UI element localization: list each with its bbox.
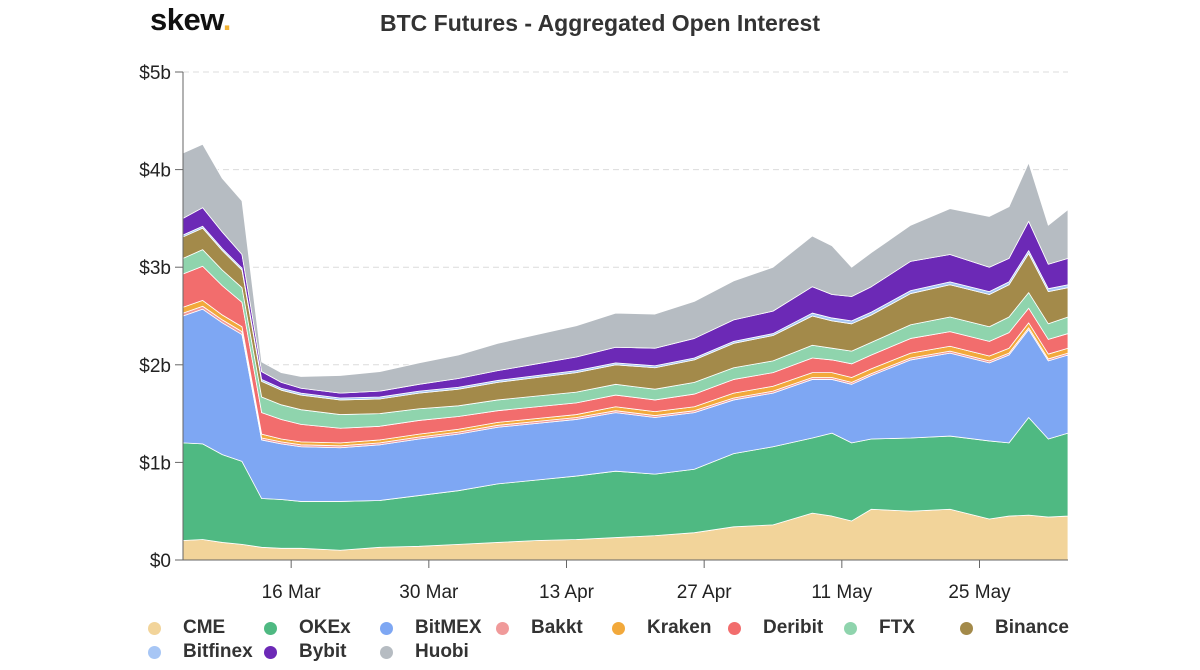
y-tick-label: $1b [139, 453, 171, 474]
legend-item-okex[interactable]: OKEx [264, 617, 351, 639]
legend-item-bybit[interactable]: Bybit [264, 641, 347, 663]
legend-label: Bybit [299, 641, 347, 662]
legend-item-bitfinex[interactable]: Bitfinex [148, 641, 253, 663]
legend-item-kraken[interactable]: Kraken [612, 617, 711, 639]
y-tick-label: $4b [139, 161, 171, 182]
legend-label: Binance [995, 617, 1069, 638]
legend-item-bitmex[interactable]: BitMEX [380, 617, 482, 639]
legend-item-bakkt[interactable]: Bakkt [496, 617, 583, 639]
legend-swatch [264, 621, 277, 635]
legend-item-huobi[interactable]: Huobi [380, 641, 469, 663]
legend-swatch [960, 621, 973, 635]
x-tick-label: 25 May [948, 582, 1011, 603]
legend-swatch [148, 621, 161, 635]
y-tick-label: $2b [139, 356, 171, 377]
legend-label: Deribit [763, 617, 824, 638]
y-tick-label: $3b [139, 258, 171, 279]
legend-swatch [380, 621, 393, 635]
legend-swatch [380, 645, 393, 659]
legend-label: Huobi [415, 641, 469, 662]
legend-label: BitMEX [415, 617, 482, 638]
legend-swatch [612, 621, 625, 635]
skew-logo: skew. [150, 2, 231, 37]
x-tick-label: 16 Mar [262, 582, 322, 603]
y-tick-label: $5b [139, 63, 171, 84]
legend-swatch [496, 621, 509, 635]
legend-label: Bitfinex [183, 641, 253, 662]
y-tick-label: $0 [150, 551, 171, 572]
stacked-areas [182, 143, 1069, 561]
legend-swatch [844, 621, 857, 635]
x-tick-label: 30 Mar [399, 582, 459, 603]
axes: $0 $1b $2b $3b $4b $5b 16 Mar 30 Mar 13 Apr 27 Ap… [139, 63, 1068, 603]
legend-label: Kraken [647, 617, 712, 638]
legend-label: Bakkt [531, 617, 583, 638]
chart-title: BTC Futures - Aggregated Open Interest [379, 10, 821, 36]
legend-item-cme[interactable]: CME [148, 617, 225, 639]
legend-item-ftx[interactable]: FTX [844, 617, 915, 639]
legend-item-deribit[interactable]: Deribit [728, 617, 823, 639]
legend-swatch [728, 621, 741, 635]
legend-label: OKEx [299, 617, 351, 638]
legend-item-binance[interactable]: Binance [960, 617, 1069, 639]
x-tick-label: 27 Apr [677, 582, 733, 603]
x-tick-label: 13 Apr [539, 582, 595, 603]
legend-label: CME [183, 617, 226, 638]
area-huobi [182, 143, 1069, 394]
legend-swatch [148, 645, 161, 659]
legend-swatch [264, 645, 277, 659]
x-tick-label: 11 May [811, 582, 872, 603]
legend-label: FTX [879, 617, 915, 638]
